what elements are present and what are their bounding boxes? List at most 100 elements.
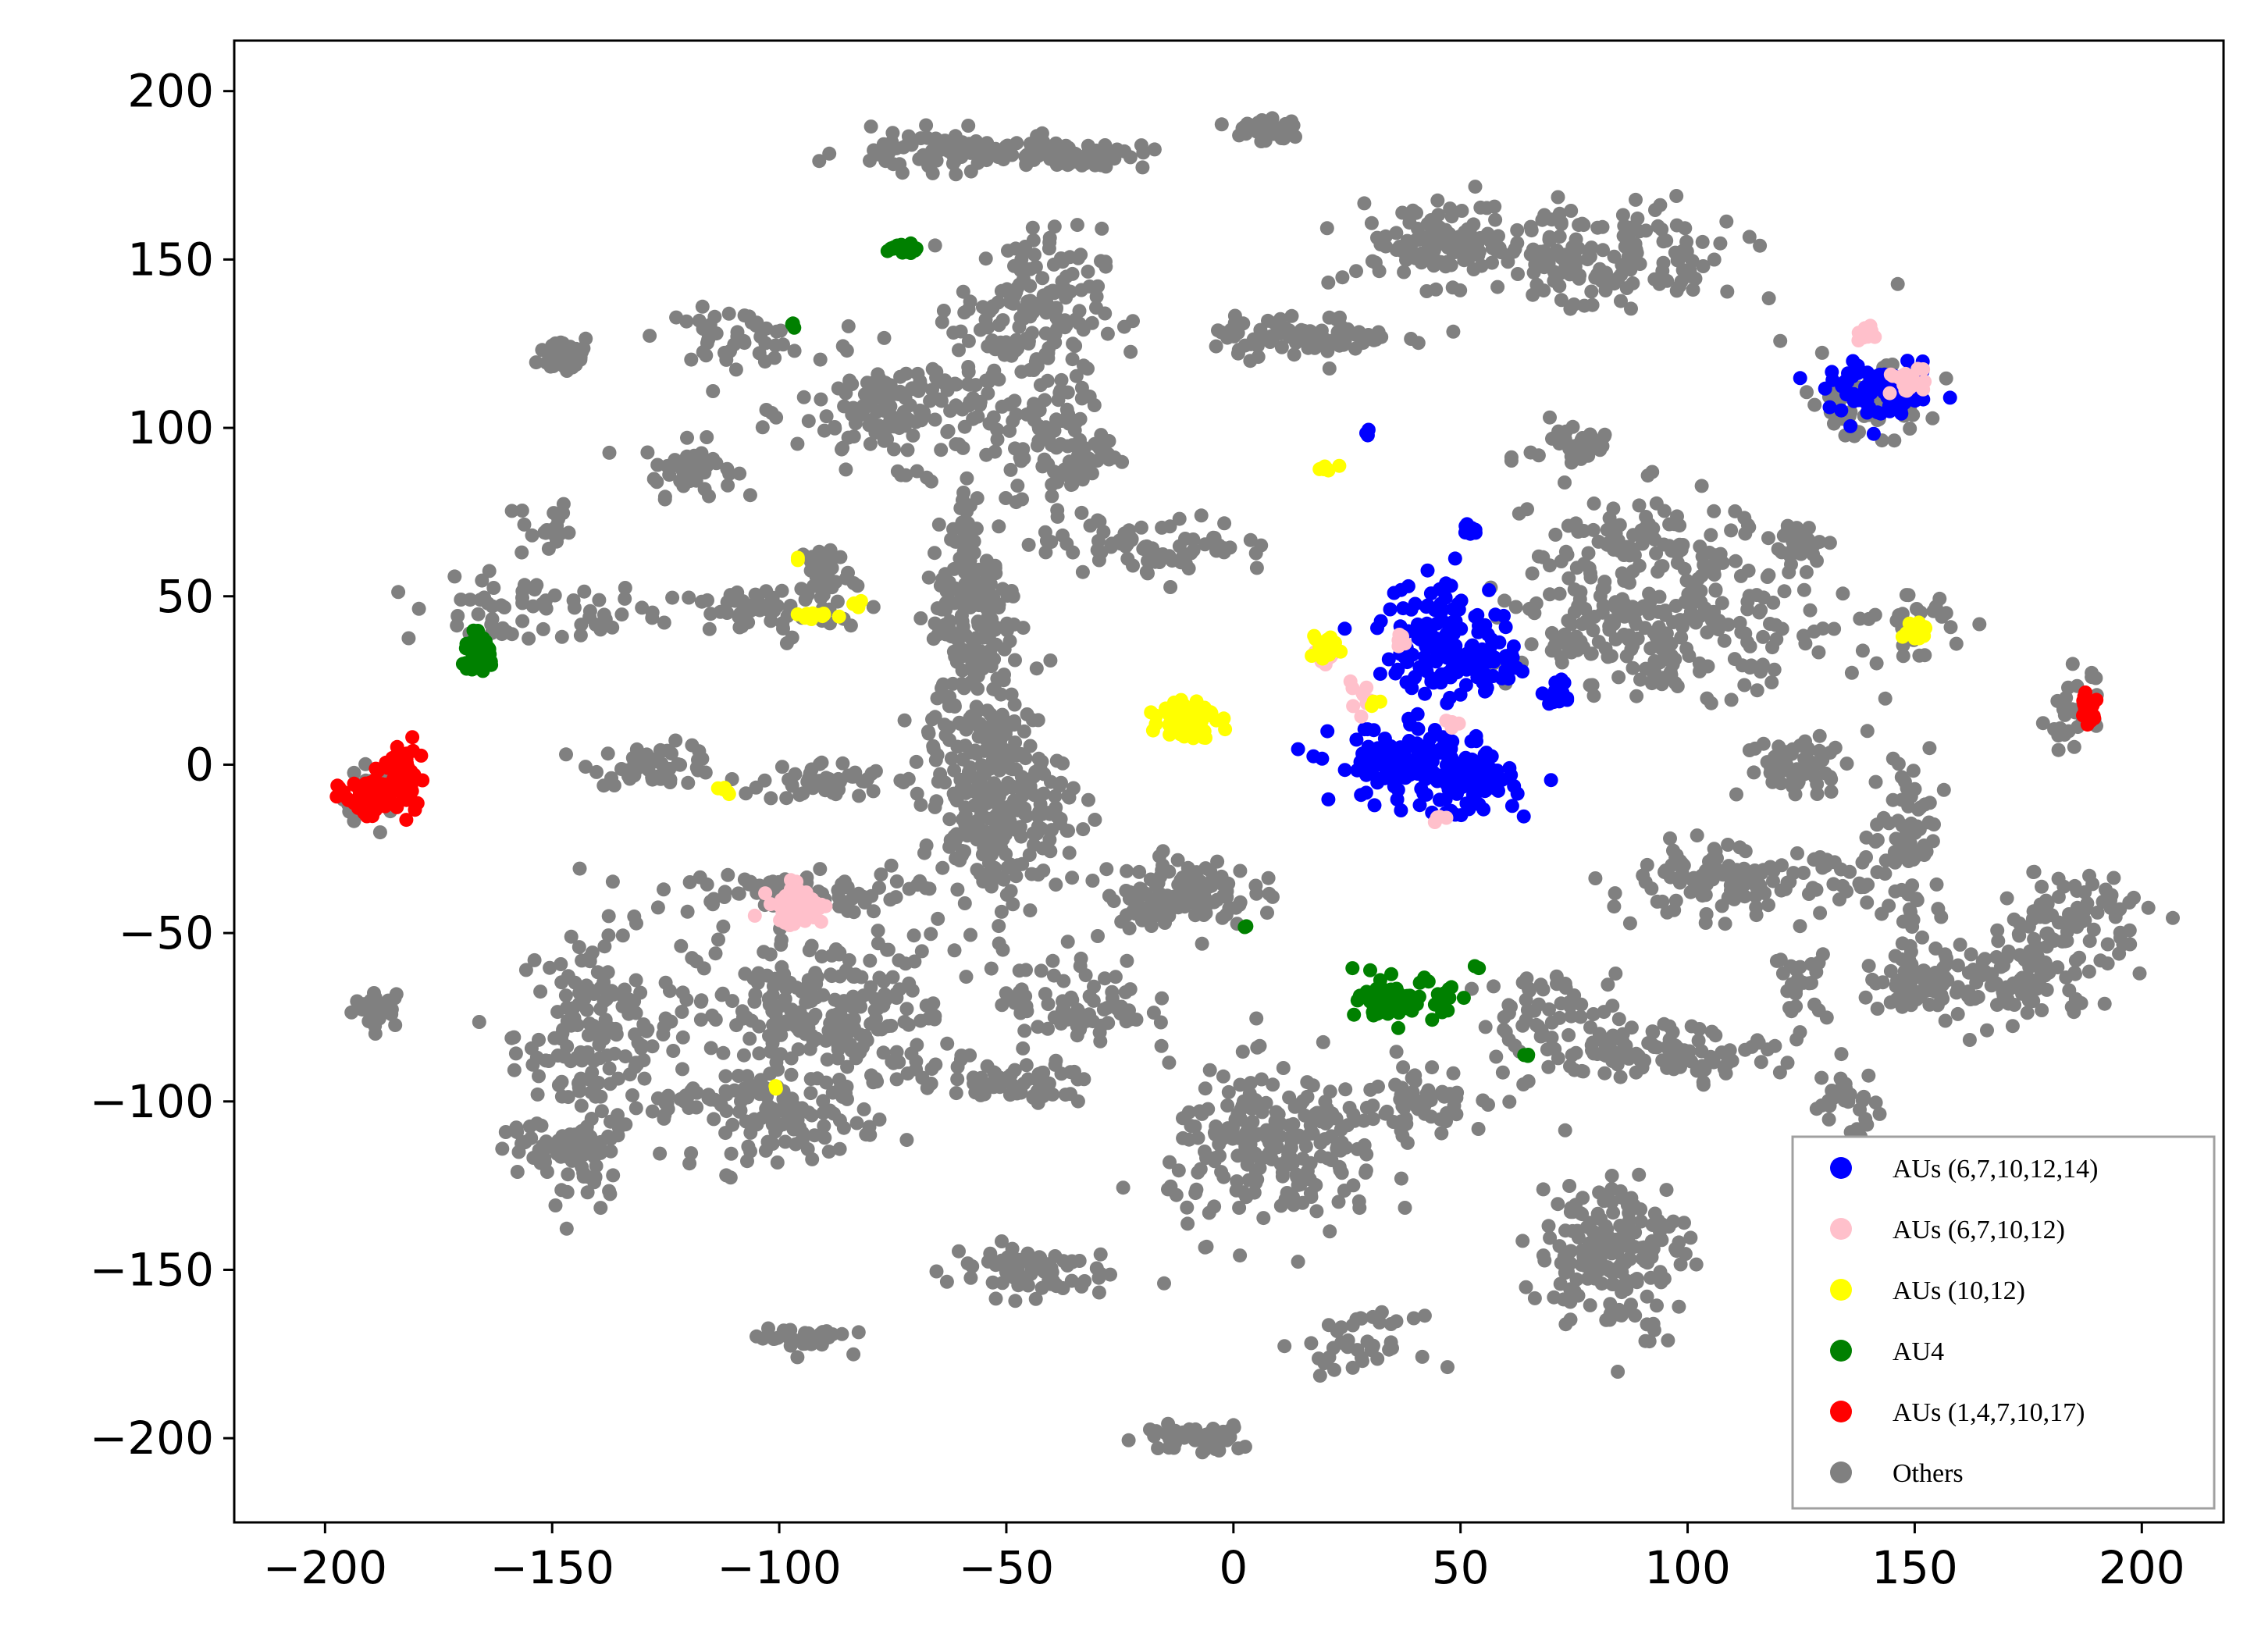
data-point <box>1321 792 1336 806</box>
data-point <box>594 1104 609 1119</box>
data-point <box>816 988 831 1002</box>
data-point <box>1606 1205 1621 1220</box>
data-point <box>1012 319 1027 334</box>
data-point <box>1409 205 1423 220</box>
data-point <box>1061 789 1076 803</box>
data-point <box>1271 1107 1286 1122</box>
data-point <box>507 1063 522 1077</box>
data-point <box>1855 643 1870 658</box>
data-point <box>1887 433 1902 448</box>
data-point <box>1809 965 1824 979</box>
data-point <box>1084 315 1099 330</box>
data-point <box>947 763 962 778</box>
data-point <box>926 739 941 753</box>
data-point <box>1708 582 1723 597</box>
data-point <box>1045 953 1060 968</box>
data-point <box>839 386 853 401</box>
data-point <box>1289 332 1304 347</box>
data-point <box>1633 672 1647 687</box>
data-point <box>1209 339 1223 354</box>
data-point <box>952 715 967 730</box>
data-point <box>718 885 732 899</box>
data-point <box>1901 887 1916 902</box>
data-point <box>1358 1163 1373 1178</box>
data-point <box>1660 1040 1675 1055</box>
data-point <box>1640 1289 1654 1304</box>
data-point <box>1074 283 1089 297</box>
data-point <box>1221 1431 1235 1446</box>
data-point <box>991 150 1006 165</box>
data-point <box>1721 618 1736 632</box>
data-point <box>344 1005 359 1020</box>
data-point <box>999 986 1013 1001</box>
data-point <box>996 872 1011 887</box>
data-point <box>675 1062 689 1077</box>
data-point <box>551 1078 566 1092</box>
data-point <box>582 1132 596 1147</box>
data-point <box>1591 635 1606 650</box>
data-point <box>1617 609 1632 624</box>
data-point <box>1440 240 1455 255</box>
data-point <box>896 140 911 155</box>
data-point <box>604 1021 618 1036</box>
data-point <box>605 874 620 889</box>
data-point <box>990 432 1005 447</box>
data-point <box>749 780 764 795</box>
data-point <box>984 659 999 674</box>
data-point <box>1852 876 1867 891</box>
data-point <box>778 1134 792 1149</box>
data-point <box>1045 283 1060 298</box>
data-point <box>1685 254 1700 269</box>
data-point <box>1550 977 1564 992</box>
data-point <box>779 791 794 806</box>
data-point <box>848 765 863 780</box>
data-point <box>1249 124 1264 139</box>
data-point <box>924 1077 938 1091</box>
data-point <box>602 1061 617 1076</box>
data-point <box>1681 587 1696 601</box>
data-point <box>1666 615 1680 629</box>
data-point <box>1099 862 1114 877</box>
data-point <box>999 335 1013 350</box>
data-point <box>934 443 949 458</box>
data-point <box>1069 415 1084 429</box>
data-point <box>680 450 695 464</box>
data-point <box>547 588 562 603</box>
data-point <box>1721 838 1736 852</box>
data-point <box>781 1015 796 1030</box>
data-point <box>1464 734 1479 749</box>
data-point <box>1134 138 1148 153</box>
data-point <box>703 607 718 621</box>
data-point <box>1674 543 1689 557</box>
data-point <box>1457 253 1472 268</box>
data-point <box>1162 909 1177 924</box>
data-point <box>1036 863 1051 878</box>
data-point <box>1387 779 1401 794</box>
data-point <box>1720 284 1735 299</box>
data-point <box>1858 990 1873 1005</box>
data-point <box>693 1013 708 1027</box>
data-point <box>801 414 816 429</box>
data-point <box>933 392 948 407</box>
data-point <box>1628 1225 1643 1240</box>
data-point <box>586 1053 601 1068</box>
data-point <box>1034 754 1049 769</box>
data-point <box>1067 1064 1081 1079</box>
data-point <box>1256 1211 1271 1226</box>
data-point <box>720 595 735 610</box>
data-point <box>1536 1182 1551 1197</box>
data-point <box>1114 999 1129 1014</box>
data-point <box>1042 235 1057 250</box>
data-point <box>995 942 1010 957</box>
data-point <box>1583 570 1598 585</box>
data-point <box>605 620 620 635</box>
data-point <box>525 1057 540 1072</box>
data-point <box>872 371 886 386</box>
data-point <box>1659 1183 1674 1198</box>
data-point <box>1081 147 1096 162</box>
data-point <box>1821 1112 1836 1127</box>
data-point <box>1065 871 1080 885</box>
data-point <box>603 1187 618 1202</box>
data-point <box>1089 289 1104 304</box>
data-point <box>1023 309 1038 324</box>
